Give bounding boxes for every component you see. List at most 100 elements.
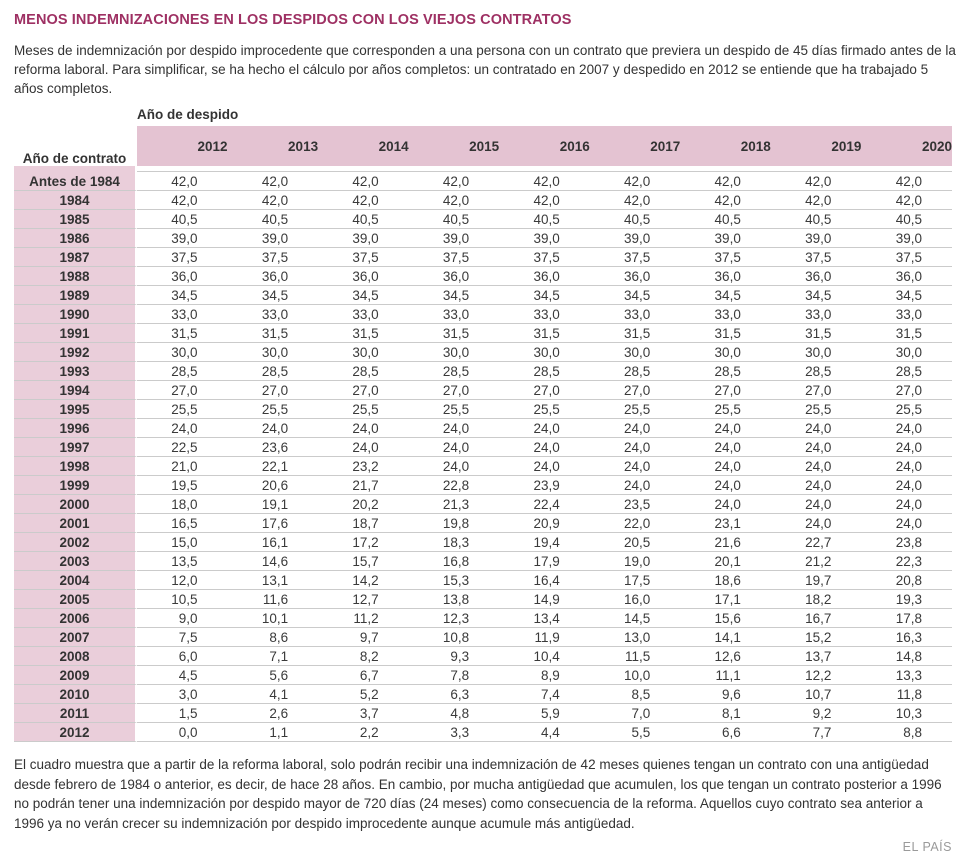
row-label: 1994 [14, 381, 137, 400]
value-cell: 15,7 [318, 552, 409, 571]
value-cell: 25,5 [227, 400, 319, 419]
value-cell: 27,0 [861, 381, 952, 400]
value-cell: 27,0 [408, 381, 500, 400]
row-label: 1985 [14, 210, 137, 229]
value-cell: 24,0 [861, 514, 952, 533]
value-cell: 39,0 [227, 229, 319, 248]
row-label: 2003 [14, 552, 137, 571]
value-cell: 8,8 [861, 723, 952, 742]
value-cell: 24,0 [861, 419, 952, 438]
value-cell: 40,5 [227, 210, 319, 229]
value-cell: 30,0 [408, 343, 500, 362]
value-cell: 23,5 [589, 495, 681, 514]
value-cell: 17,9 [499, 552, 590, 571]
value-cell: 8,2 [318, 647, 409, 666]
col-header-2016: 2016 [499, 126, 590, 166]
value-cell: 5,5 [589, 723, 681, 742]
value-cell: 2,2 [318, 723, 409, 742]
value-cell: 36,0 [861, 267, 952, 286]
value-cell: 8,5 [589, 685, 681, 704]
value-cell: 34,5 [680, 286, 771, 305]
value-cell: 31,5 [861, 324, 952, 343]
table-row: 1986 39,0 39,0 39,0 39,0 39,0 39,0 39,0 39,0 39,0 [14, 229, 952, 248]
value-cell: 16,1 [227, 533, 319, 552]
table-row: 1988 36,0 36,0 36,0 36,0 36,0 36,0 36,0 36,0 36,0 [14, 267, 952, 286]
value-cell: 22,7 [770, 533, 862, 552]
value-cell: 4,1 [227, 685, 319, 704]
row-label: 1997 [14, 438, 137, 457]
value-cell: 40,5 [861, 210, 952, 229]
value-cell: 20,5 [589, 533, 681, 552]
value-cell: 39,0 [861, 229, 952, 248]
value-cell: 36,0 [680, 267, 771, 286]
spacer-cell [227, 166, 319, 172]
value-cell: 33,0 [861, 305, 952, 324]
row-label: 2010 [14, 685, 137, 704]
value-cell: 16,0 [589, 590, 681, 609]
value-cell: 24,0 [408, 438, 500, 457]
value-cell: 11,5 [589, 647, 681, 666]
value-cell: 19,4 [499, 533, 590, 552]
value-cell: 28,5 [680, 362, 771, 381]
value-cell: 42,0 [589, 172, 681, 191]
value-cell: 14,2 [318, 571, 409, 590]
value-cell: 42,0 [227, 191, 319, 210]
value-cell: 19,5 [137, 476, 228, 495]
row-label: 2009 [14, 666, 137, 685]
value-cell: 31,5 [318, 324, 409, 343]
value-cell: 30,0 [589, 343, 681, 362]
value-cell: 42,0 [499, 191, 590, 210]
intro-text: Meses de indemnización por despido impro… [14, 43, 956, 96]
value-cell: 30,0 [861, 343, 952, 362]
value-cell: 4,5 [137, 666, 228, 685]
spacer-cell [770, 166, 862, 172]
value-cell: 10,4 [499, 647, 590, 666]
table-row: 2012 0,0 1,1 2,2 3,3 4,4 5,5 6,6 7,7 8,8 [14, 723, 952, 742]
value-cell: 40,5 [589, 210, 681, 229]
value-cell: 28,5 [137, 362, 228, 381]
spacer-cell [680, 166, 771, 172]
value-cell: 24,0 [589, 438, 681, 457]
col-header-2013: 2013 [227, 126, 319, 166]
table-row: 2008 6,0 7,1 8,2 9,3 10,4 11,5 12,6 13,7 14,8 [14, 647, 952, 666]
value-cell: 37,5 [227, 248, 319, 267]
value-cell: 16,5 [137, 514, 228, 533]
value-cell: 37,5 [861, 248, 952, 267]
value-cell: 9,0 [137, 609, 228, 628]
value-cell: 24,0 [680, 438, 771, 457]
value-cell: 17,5 [589, 571, 681, 590]
value-cell: 39,0 [137, 229, 228, 248]
value-cell: 4,4 [499, 723, 590, 742]
value-cell: 4,8 [408, 704, 500, 723]
value-cell: 1,1 [227, 723, 319, 742]
row-label: 1984 [14, 191, 137, 210]
col-header-2018: 2018 [680, 126, 771, 166]
value-cell: 28,5 [770, 362, 862, 381]
value-cell: 25,5 [408, 400, 500, 419]
value-cell: 5,9 [499, 704, 590, 723]
row-label: 1989 [14, 286, 137, 305]
row-group-label: Año de contrato [14, 126, 137, 166]
row-label: 1999 [14, 476, 137, 495]
value-cell: 40,5 [137, 210, 228, 229]
value-cell: 7,7 [770, 723, 862, 742]
table-row: 1998 21,0 22,1 23,2 24,0 24,0 24,0 24,0 24,0 24,0 [14, 457, 952, 476]
value-cell: 7,1 [227, 647, 319, 666]
value-cell: 42,0 [680, 172, 771, 191]
value-cell: 21,7 [318, 476, 409, 495]
value-cell: 9,2 [770, 704, 862, 723]
value-cell: 6,3 [408, 685, 500, 704]
value-cell: 11,2 [318, 609, 409, 628]
table-row: 2000 18,0 19,1 20,2 21,3 22,4 23,5 24,0 24,0 24,0 [14, 495, 952, 514]
value-cell: 27,0 [318, 381, 409, 400]
value-cell: 19,8 [408, 514, 500, 533]
row-label: 1993 [14, 362, 137, 381]
value-cell: 42,0 [680, 191, 771, 210]
value-cell: 5,2 [318, 685, 409, 704]
row-label: 2001 [14, 514, 137, 533]
value-cell: 27,0 [680, 381, 771, 400]
row-label: 1990 [14, 305, 137, 324]
value-cell: 34,5 [318, 286, 409, 305]
value-cell: 11,6 [227, 590, 319, 609]
